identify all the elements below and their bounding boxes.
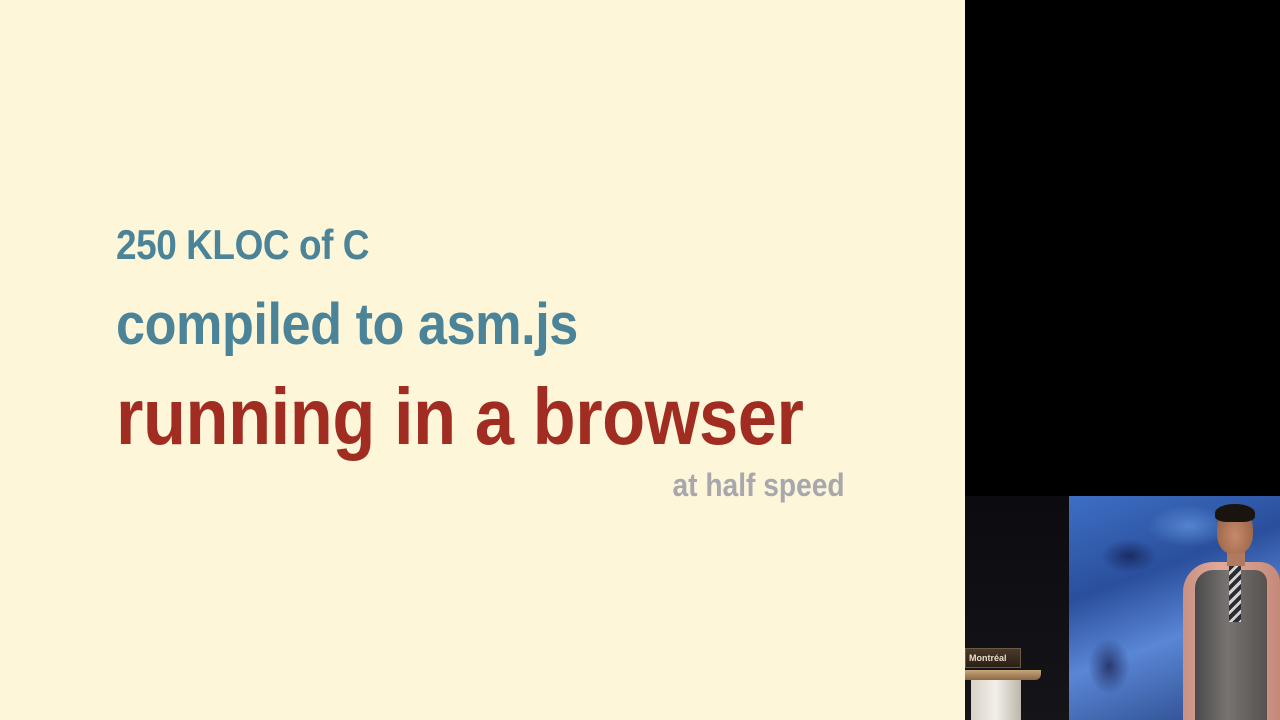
slide: 250 KLOC of C compiled to asm.js running… xyxy=(0,0,965,720)
podium-sign: Montréal xyxy=(965,648,1021,668)
slide-line-running: running in a browser xyxy=(116,372,804,461)
podium-top xyxy=(965,670,1041,680)
slide-line-half-speed: at half speed xyxy=(672,467,845,503)
speaker-video: Montréal xyxy=(965,496,1280,720)
speaker-figure xyxy=(1173,504,1280,720)
slide-line-kloc: 250 KLOC of C xyxy=(116,221,370,268)
speaker-neck xyxy=(1227,550,1245,566)
slide-line-compiled: compiled to asm.js xyxy=(116,292,578,357)
podium-post xyxy=(971,680,1021,720)
speaker-tie xyxy=(1229,566,1241,622)
speaker-hair xyxy=(1215,504,1255,522)
